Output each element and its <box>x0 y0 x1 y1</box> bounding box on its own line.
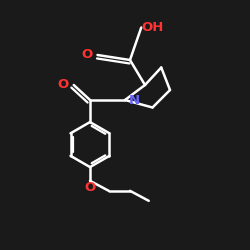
Text: N: N <box>129 94 140 106</box>
Text: O: O <box>84 181 96 194</box>
Text: O: O <box>58 78 69 92</box>
Text: O: O <box>81 48 92 62</box>
Text: OH: OH <box>141 21 164 34</box>
